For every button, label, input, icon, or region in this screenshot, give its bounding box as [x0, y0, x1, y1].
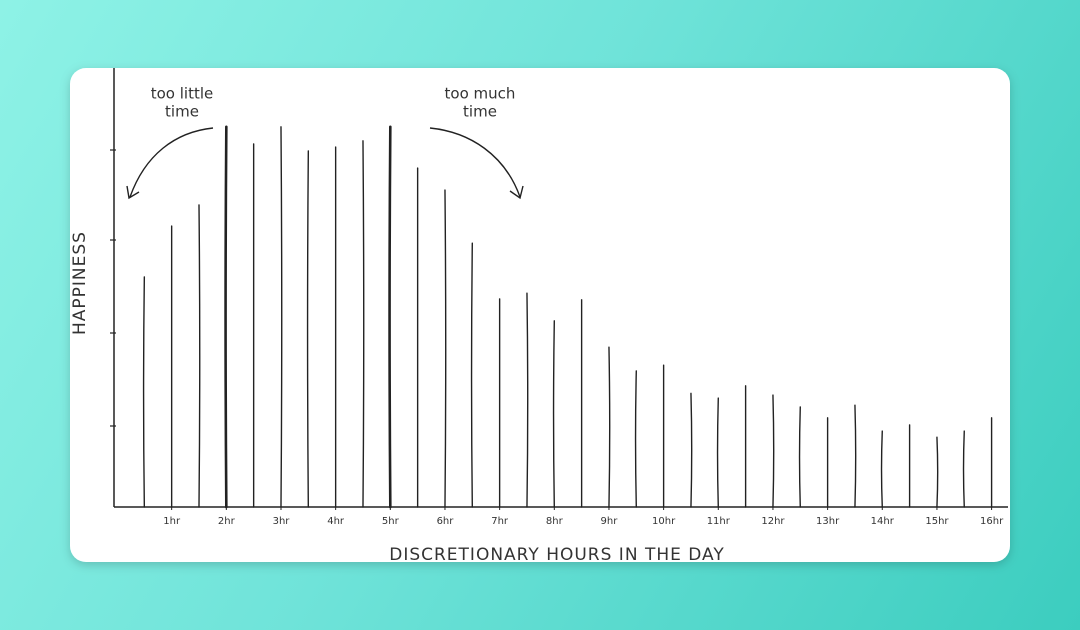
bar	[470, 242, 474, 508]
y-axis-title: HAPPINESS	[70, 231, 90, 335]
x-tick-label: 13hr	[816, 516, 840, 527]
x-tick-label: 16hr	[980, 516, 1004, 527]
x-tick-label: 11hr	[707, 516, 731, 527]
bar	[388, 125, 392, 509]
annotation: time	[463, 103, 497, 121]
bar	[608, 346, 611, 508]
annotation: time	[165, 103, 199, 121]
x-tick-label: 7hr	[491, 516, 509, 527]
bar	[716, 397, 719, 508]
x-tick-label: 15hr	[925, 516, 949, 527]
bar	[362, 140, 365, 508]
x-tick-label: 3hr	[273, 516, 291, 527]
x-axis-title: DISCRETIONARY HOURS IN THE DAY	[389, 545, 725, 565]
bar	[224, 125, 228, 509]
bar	[690, 392, 693, 508]
bar	[198, 204, 201, 508]
bar	[280, 126, 283, 508]
card	[70, 68, 1010, 562]
x-tick-label: 9hr	[601, 516, 619, 527]
x-tick-label: 12hr	[761, 516, 785, 527]
bar	[880, 430, 883, 508]
annotation: too little	[151, 85, 214, 103]
bar	[444, 189, 447, 508]
bar	[798, 406, 801, 508]
arrow-left	[129, 127, 214, 198]
bar	[526, 292, 529, 508]
x-tick-label: 1hr	[163, 516, 181, 527]
x-tick-label: 4hr	[327, 516, 345, 527]
bar	[306, 150, 310, 508]
annotation: too much	[445, 85, 516, 103]
x-tick-label: 8hr	[546, 516, 564, 527]
x-tick-label: 5hr	[382, 516, 400, 527]
plot: DISCRETIONARY HOURS IN THE DAY HAPPINESS…	[70, 68, 1008, 565]
bar	[962, 430, 965, 508]
bar	[772, 394, 775, 508]
bar	[854, 404, 857, 508]
bar	[634, 370, 637, 508]
arrow-head	[126, 185, 140, 200]
arrow-head	[509, 185, 524, 200]
bar	[552, 320, 556, 508]
y-tick-marks	[110, 149, 116, 427]
x-tick-label: 6hr	[437, 516, 455, 527]
bar	[936, 436, 939, 508]
x-tick-label: 2hr	[218, 516, 236, 527]
bar	[142, 276, 146, 508]
x-tick-label: 10hr	[652, 516, 676, 527]
arrow-right	[429, 127, 521, 198]
x-tick-label: 14hr	[871, 516, 895, 527]
